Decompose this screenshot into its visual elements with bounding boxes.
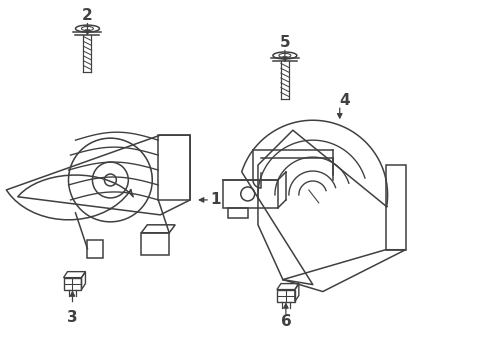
Text: 5: 5 (280, 35, 290, 50)
Text: 4: 4 (340, 93, 350, 108)
Text: 3: 3 (67, 310, 78, 325)
Text: 6: 6 (280, 314, 291, 329)
Text: 2: 2 (82, 8, 93, 23)
Text: 1: 1 (210, 193, 220, 207)
